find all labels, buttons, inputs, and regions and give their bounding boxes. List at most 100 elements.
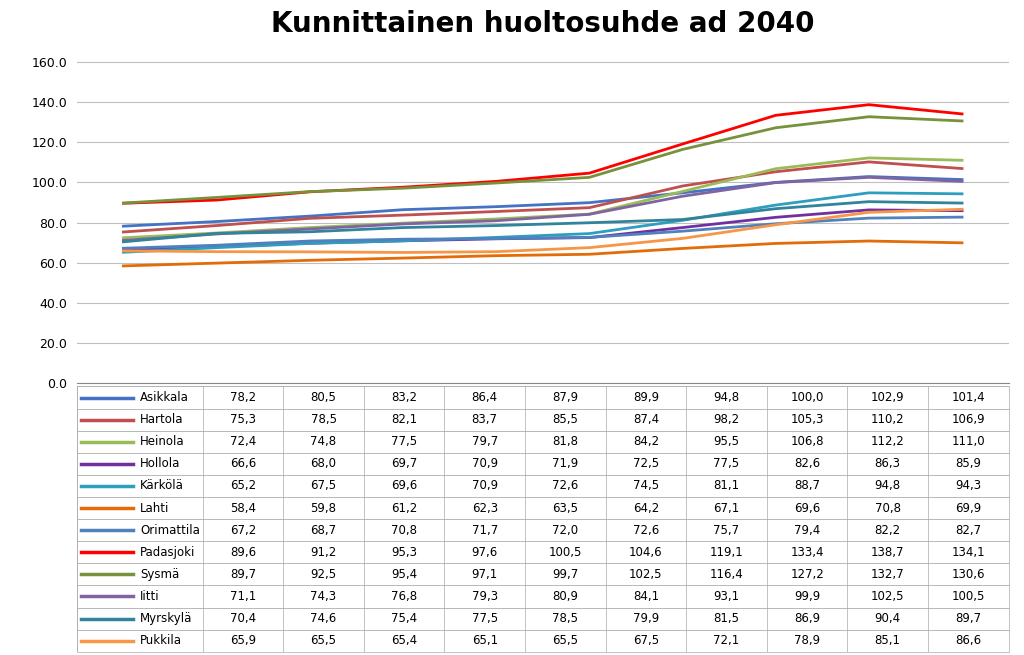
Bar <box>77 586 1009 608</box>
Text: 82,6: 82,6 <box>794 457 820 470</box>
Text: 95,5: 95,5 <box>714 435 739 448</box>
Text: 67,2: 67,2 <box>229 523 256 536</box>
Text: 70,8: 70,8 <box>874 502 901 515</box>
Text: 69,7: 69,7 <box>391 457 417 470</box>
Text: 82,2: 82,2 <box>874 523 901 536</box>
Text: 72,0: 72,0 <box>552 523 579 536</box>
Text: 71,7: 71,7 <box>472 523 498 536</box>
Text: 102,5: 102,5 <box>871 590 904 603</box>
Text: 59,8: 59,8 <box>310 502 337 515</box>
Text: 94,8: 94,8 <box>874 479 901 493</box>
Text: Kärkölä: Kärkölä <box>140 479 184 493</box>
Bar <box>77 629 1009 652</box>
Text: 72,6: 72,6 <box>552 479 579 493</box>
Text: Lahti: Lahti <box>140 502 170 515</box>
Text: 72,5: 72,5 <box>633 457 659 470</box>
Bar <box>77 563 1009 586</box>
Text: 74,3: 74,3 <box>310 590 337 603</box>
Text: 69,6: 69,6 <box>391 479 417 493</box>
Text: Iitti: Iitti <box>140 590 160 603</box>
Text: 78,5: 78,5 <box>552 612 579 625</box>
Bar <box>77 497 1009 519</box>
Text: 101,4: 101,4 <box>951 391 985 404</box>
Text: Hollola: Hollola <box>140 457 180 470</box>
Text: 84,1: 84,1 <box>633 590 659 603</box>
Text: 87,4: 87,4 <box>633 413 659 426</box>
Title: Kunnittainen huoltosuhde ad 2040: Kunnittainen huoltosuhde ad 2040 <box>271 10 814 38</box>
Text: 75,4: 75,4 <box>391 612 417 625</box>
Text: 81,1: 81,1 <box>714 479 739 493</box>
Text: 79,7: 79,7 <box>472 435 498 448</box>
Text: 79,4: 79,4 <box>794 523 820 536</box>
Text: 74,8: 74,8 <box>310 435 337 448</box>
Text: 116,4: 116,4 <box>710 568 743 581</box>
Text: 78,5: 78,5 <box>310 413 337 426</box>
Text: 89,9: 89,9 <box>633 391 659 404</box>
Text: 69,9: 69,9 <box>955 502 981 515</box>
Text: 85,5: 85,5 <box>552 413 579 426</box>
Text: 100,5: 100,5 <box>549 546 582 559</box>
Text: 75,3: 75,3 <box>230 413 256 426</box>
Text: 81,8: 81,8 <box>552 435 579 448</box>
Text: 83,2: 83,2 <box>391 391 417 404</box>
Text: 67,5: 67,5 <box>633 634 659 647</box>
Text: Orimattila: Orimattila <box>140 523 200 536</box>
Text: 79,3: 79,3 <box>472 590 498 603</box>
Text: 88,7: 88,7 <box>795 479 820 493</box>
Text: 112,2: 112,2 <box>870 435 904 448</box>
Text: 81,5: 81,5 <box>714 612 739 625</box>
Text: 65,5: 65,5 <box>310 634 337 647</box>
Bar <box>77 386 1009 409</box>
Text: 86,6: 86,6 <box>955 634 981 647</box>
Text: 72,4: 72,4 <box>229 435 256 448</box>
Text: Pukkila: Pukkila <box>140 634 182 647</box>
Text: 80,5: 80,5 <box>310 391 337 404</box>
Text: 63,5: 63,5 <box>552 502 579 515</box>
Text: 70,8: 70,8 <box>391 523 417 536</box>
Text: 82,1: 82,1 <box>391 413 417 426</box>
Text: 71,1: 71,1 <box>229 590 256 603</box>
Text: 84,2: 84,2 <box>633 435 659 448</box>
Text: 66,6: 66,6 <box>229 457 256 470</box>
Text: 68,0: 68,0 <box>310 457 337 470</box>
Text: 65,2: 65,2 <box>229 479 256 493</box>
Text: 111,0: 111,0 <box>951 435 985 448</box>
Text: 102,5: 102,5 <box>629 568 663 581</box>
Text: 94,8: 94,8 <box>714 391 739 404</box>
Text: 97,1: 97,1 <box>472 568 498 581</box>
Text: 78,2: 78,2 <box>229 391 256 404</box>
Text: 134,1: 134,1 <box>951 546 985 559</box>
Text: 65,5: 65,5 <box>552 634 579 647</box>
Text: 64,2: 64,2 <box>633 502 659 515</box>
Text: 100,5: 100,5 <box>951 590 985 603</box>
Bar <box>77 431 1009 453</box>
Text: 102,9: 102,9 <box>871 391 904 404</box>
Text: 133,4: 133,4 <box>791 546 824 559</box>
Text: 86,3: 86,3 <box>874 457 901 470</box>
Text: 89,6: 89,6 <box>229 546 256 559</box>
Text: 67,1: 67,1 <box>714 502 739 515</box>
Text: 90,4: 90,4 <box>874 612 901 625</box>
Text: 97,6: 97,6 <box>472 546 498 559</box>
Bar <box>77 519 1009 541</box>
Bar <box>77 541 1009 563</box>
Text: 80,9: 80,9 <box>552 590 579 603</box>
Text: 99,9: 99,9 <box>794 590 820 603</box>
Text: Hartola: Hartola <box>140 413 183 426</box>
Text: 105,3: 105,3 <box>791 413 824 426</box>
Text: 77,5: 77,5 <box>472 612 498 625</box>
Text: 78,9: 78,9 <box>794 634 820 647</box>
Text: 98,2: 98,2 <box>714 413 739 426</box>
Text: 95,3: 95,3 <box>391 546 417 559</box>
Text: 127,2: 127,2 <box>791 568 824 581</box>
Text: 93,1: 93,1 <box>714 590 739 603</box>
Text: 65,9: 65,9 <box>229 634 256 647</box>
Text: 74,5: 74,5 <box>633 479 659 493</box>
Text: 87,9: 87,9 <box>552 391 579 404</box>
Bar <box>77 453 1009 475</box>
Text: 61,2: 61,2 <box>391 502 417 515</box>
Text: 132,7: 132,7 <box>871 568 904 581</box>
Text: 74,6: 74,6 <box>310 612 337 625</box>
Bar <box>77 409 1009 431</box>
Text: 106,8: 106,8 <box>791 435 824 448</box>
